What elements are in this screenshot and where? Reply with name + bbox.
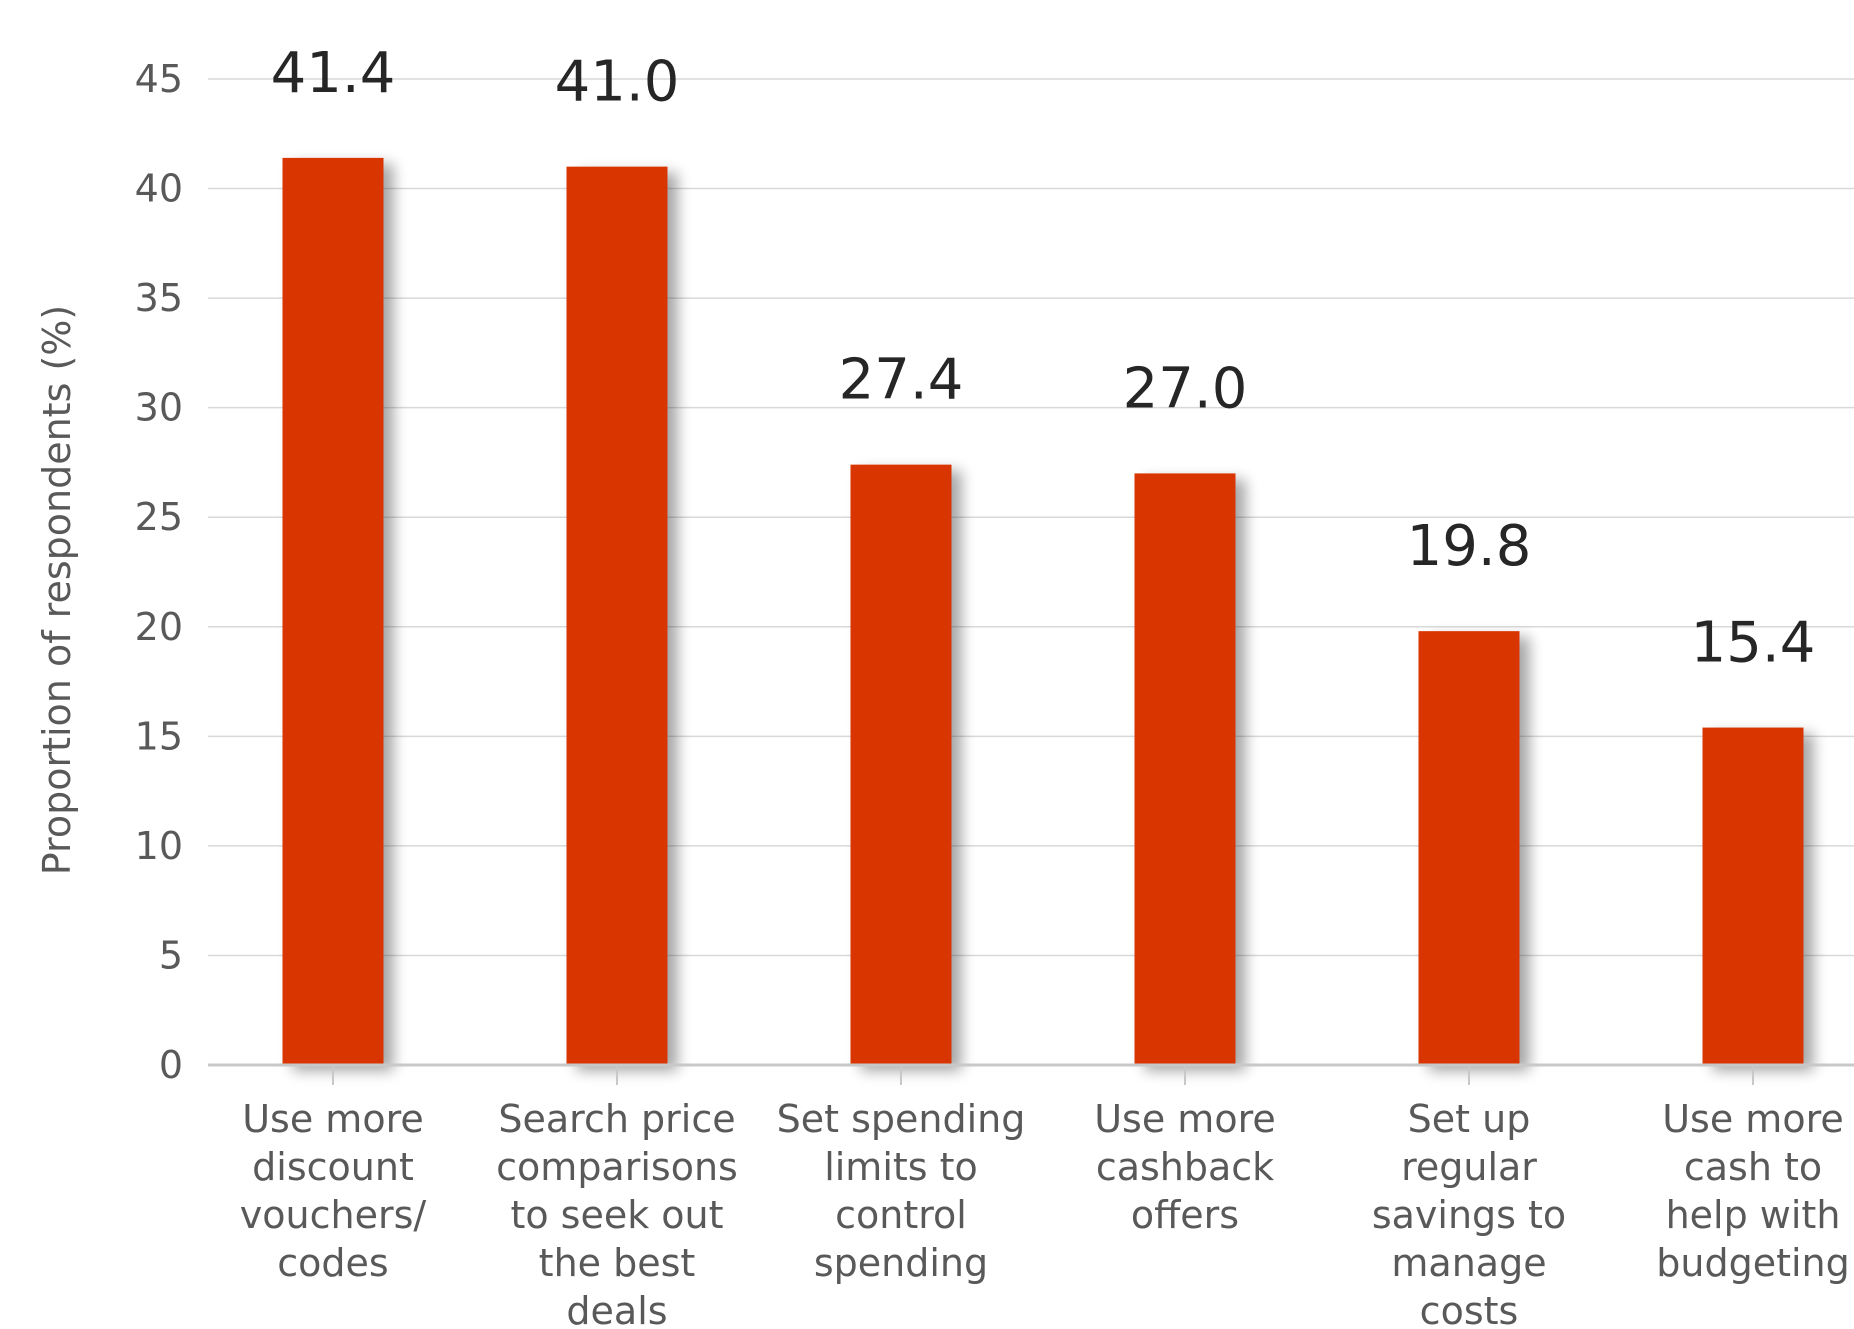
x-tick-label: Use more discount vouchers/codes xyxy=(240,1097,427,1285)
bar xyxy=(282,157,384,1065)
y-tick-label: 15 xyxy=(135,714,183,758)
y-tick-label: 40 xyxy=(135,167,183,211)
y-tick-label: 10 xyxy=(135,824,183,868)
y-tick-label: 20 xyxy=(135,605,183,649)
y-tick-label: 25 xyxy=(135,495,183,539)
data-labels: 41.4 41.0 27.4 27.0 19.8 15.4 xyxy=(271,41,1816,676)
x-axis-tick-labels: Use more discount vouchers/codes Search pri… xyxy=(240,1097,1850,1329)
y-tick-label: 0 xyxy=(159,1043,183,1087)
y-axis-ticks: 0 5 10 15 20 25 30 35 40 45 xyxy=(135,57,183,1087)
data-label: 41.0 xyxy=(555,50,680,115)
x-tick-label: Use more cashback offers xyxy=(1094,1097,1276,1237)
data-label: 41.4 xyxy=(271,41,396,106)
x-tick-label: Use more cash to help with budgeting xyxy=(1656,1097,1850,1285)
x-tick-label: Set spending limits to control spending xyxy=(777,1097,1026,1285)
bar xyxy=(1418,631,1520,1065)
bars xyxy=(282,157,1804,1066)
x-axis xyxy=(208,1063,1854,1085)
x-tick-label: Set up regular savings to manage costs xyxy=(1372,1097,1566,1329)
bar xyxy=(1134,473,1236,1065)
data-label: 15.4 xyxy=(1691,611,1816,676)
bar xyxy=(566,166,668,1066)
y-tick-label: 30 xyxy=(135,386,183,430)
data-label: 19.8 xyxy=(1407,514,1532,579)
data-label: 27.4 xyxy=(839,348,964,413)
bar xyxy=(1702,727,1804,1065)
bar xyxy=(850,464,952,1065)
data-label: 27.0 xyxy=(1123,356,1248,421)
y-tick-label: 45 xyxy=(135,57,183,101)
x-tick-label: Search price comparisons to seek out the be… xyxy=(496,1097,738,1329)
y-tick-label: 35 xyxy=(135,276,183,320)
y-tick-label: 5 xyxy=(159,933,183,977)
gridlines xyxy=(208,78,1854,957)
y-axis-title: Proportion of respondents (%) xyxy=(35,305,79,875)
